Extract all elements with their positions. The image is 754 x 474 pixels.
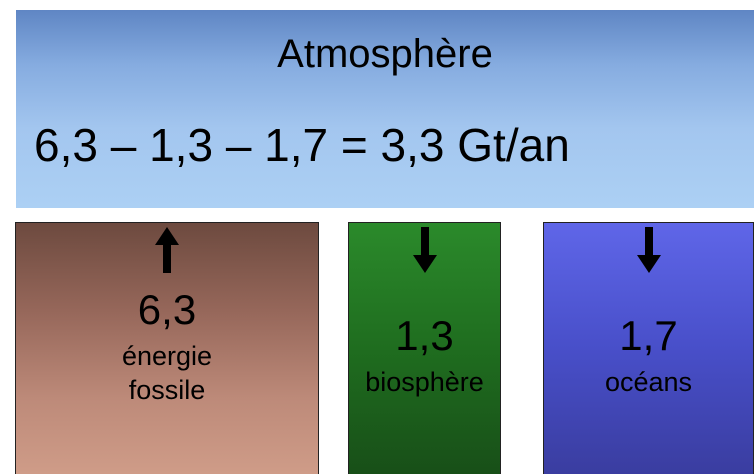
oceans-label: océans: [604, 367, 693, 397]
fossil-value: 6,3: [137, 286, 197, 333]
atmosphere-equation: 6,3 – 1,3 – 1,7 = 3,3 Gt/an: [34, 119, 570, 171]
fossil-energy-box: 6,3 énergie fossile: [15, 222, 319, 474]
atmosphere-title: Atmosphère: [277, 32, 493, 76]
fossil-label: énergie fossile: [16, 339, 318, 407]
atmosphere-panel: Atmosphère 6,3 – 1,3 – 1,7 = 3,3 Gt/an: [16, 10, 754, 208]
arrow-up-icon: [155, 227, 179, 273]
biosphere-label: biosphère: [365, 367, 484, 397]
oceans-value: 1,7: [619, 312, 678, 359]
biosphere-value: 1,3: [395, 312, 454, 359]
arrow-down-icon: [636, 227, 661, 273]
fossil-label-line2: fossile: [128, 375, 206, 405]
oceans-box: 1,7 océans: [543, 222, 754, 474]
fossil-label-line1: énergie: [121, 341, 213, 371]
arrow-down-icon: [412, 227, 437, 273]
biosphere-box: 1,3 biosphère: [348, 222, 501, 474]
